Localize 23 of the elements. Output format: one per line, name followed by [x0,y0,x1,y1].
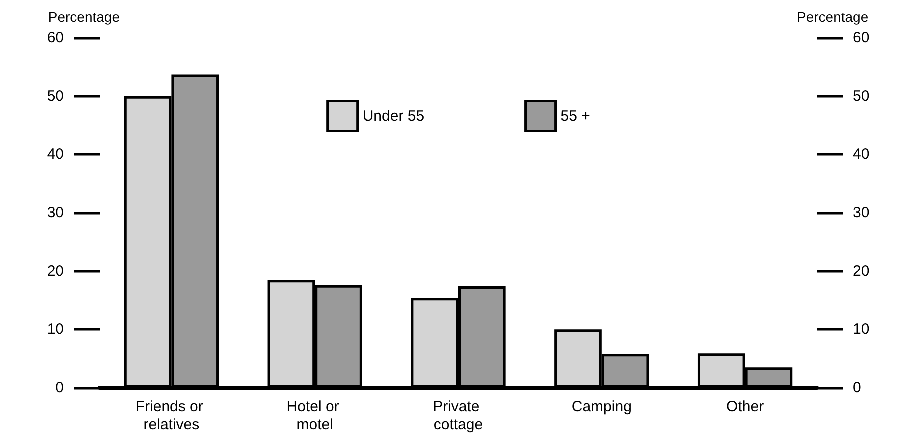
x-tick-label: Hotel or motel [286,398,344,434]
x-tick-label: Other [726,398,764,416]
y2-tick-label: 50 [853,88,870,105]
y2-tick-label: 40 [853,146,870,164]
x-tick-label: Friends or relatives [136,398,208,434]
legend-label: Under 55 [362,108,425,125]
y-tick-label: 50 [47,88,64,105]
y-tick-label: 40 [47,146,64,164]
y-tick-label: 0 [56,380,64,396]
y2-axis-title: Percentage [797,9,869,25]
y2-tick-label: 0 [853,380,862,396]
y-tick-label: 60 [47,30,64,46]
y-axis-title: Percentage [48,9,120,25]
y2-tick-label: 60 [853,30,870,46]
y2-tick-label: 20 [853,262,870,280]
y-tick-label: 20 [47,262,64,280]
y-tick-label: 30 [47,204,64,222]
x-tick-label: Private cottage [433,398,484,434]
y2-tick-label: 10 [853,321,870,338]
x-tick-label: Camping [572,398,632,416]
y-tick-label: 10 [47,321,64,338]
legend-label: 55 + [560,108,591,125]
y2-tick-label: 30 [853,204,870,222]
